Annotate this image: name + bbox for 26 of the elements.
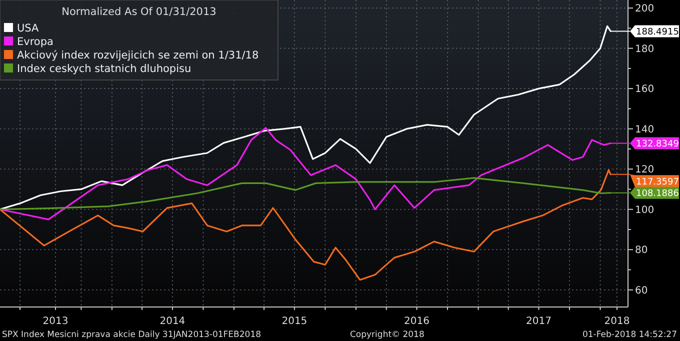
data-label: 132.8349 [636, 140, 680, 150]
text: SPX Index Mesicni zprava akcie Daily 31JAN2013-01FEB2018 [2, 330, 262, 340]
x-tick-label: 2015 [282, 316, 308, 327]
x-tick-label: 2018 [604, 316, 630, 327]
x-tick-label: 2016 [404, 316, 430, 327]
y-tick-label: 140 [635, 124, 654, 136]
text: 01-Feb-2018 14:52:27 [582, 330, 677, 340]
y-tick-label: 120 [635, 164, 654, 176]
legend-title: Normalized As Of 01/31/2013 [62, 6, 216, 18]
legend-label: Akciový index rozvijejicich se zemi on 1/31/18 [17, 50, 259, 62]
y-tick-label: 60 [635, 285, 648, 296]
legend-label: Evropa [17, 36, 54, 48]
y-tick-label: 200 [635, 4, 654, 15]
legend-label: Index ceskych statnich dluhopisu [17, 63, 192, 76]
data-label: 108.1886 [636, 189, 680, 200]
x-tick-label: 2013 [42, 316, 68, 327]
text: Copyright© 2018 [350, 330, 424, 340]
x-tick-label: 2014 [160, 316, 186, 327]
legend-label: USA [17, 22, 40, 35]
data-label: 117.3597 [636, 177, 679, 188]
y-tick-label: 160 [635, 84, 654, 96]
y-tick-label: 80 [635, 245, 648, 256]
data-label: 188.4915 [636, 27, 679, 38]
y-tick-label: 100 [635, 204, 654, 216]
x-tick-label: 2017 [526, 316, 552, 327]
y-tick-label: 180 [635, 44, 654, 55]
